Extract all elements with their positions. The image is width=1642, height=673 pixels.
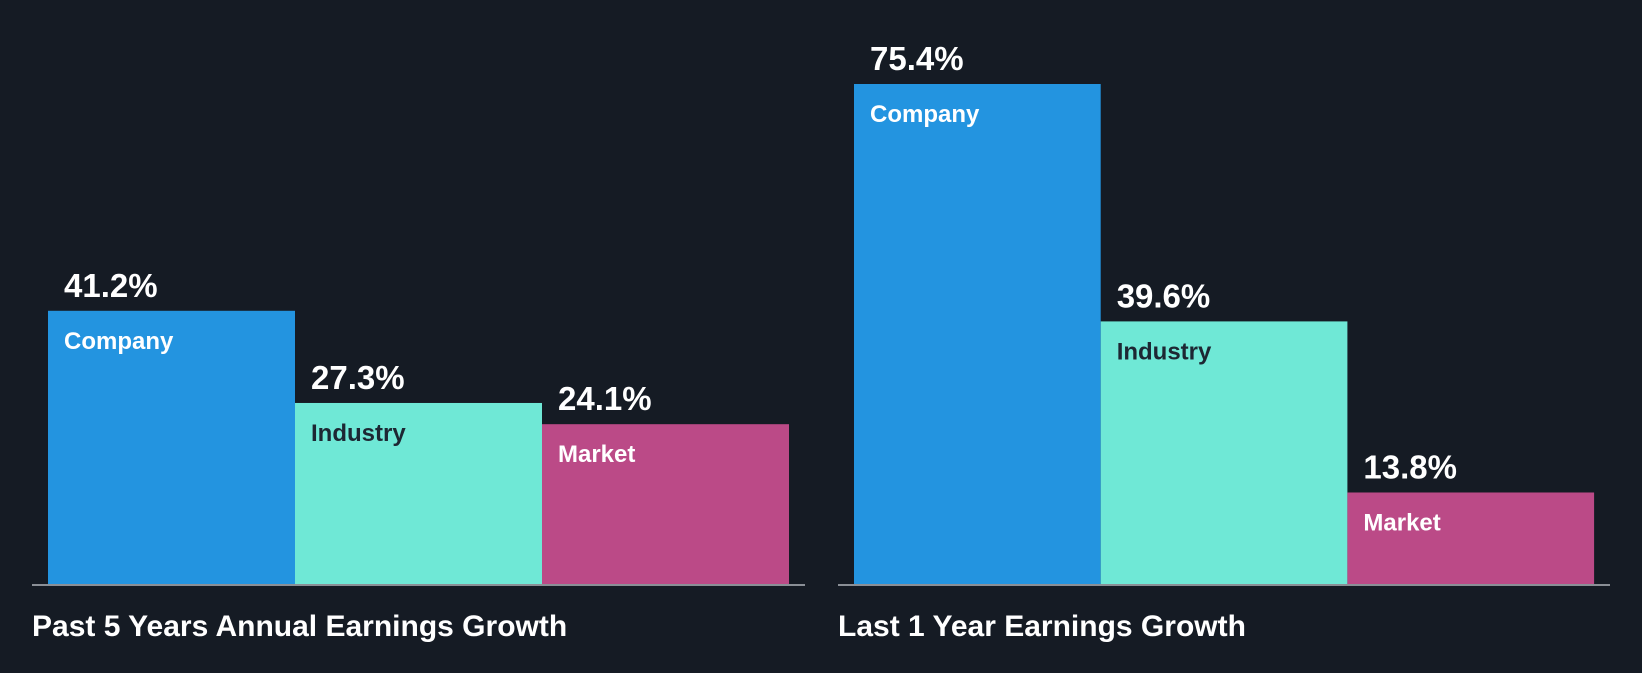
category-label-market: Market: [558, 441, 635, 468]
category-label-market: Market: [1363, 509, 1440, 536]
chart-title: Last 1 Year Earnings Growth: [838, 610, 1246, 643]
category-label-company: Company: [870, 101, 980, 128]
value-label-market: 13.8%: [1363, 448, 1457, 485]
bar-market: [1347, 492, 1595, 584]
category-label-industry: Industry: [311, 420, 406, 447]
value-label-industry: 27.3%: [311, 359, 405, 396]
bar-company: [48, 310, 295, 584]
chart-panel-2: 75.4% Company 39.6% Industry 13.8% Market Last…: [838, 40, 1610, 643]
bar-company: [854, 84, 1101, 584]
value-label-industry: 39.6%: [1117, 277, 1211, 314]
bar-market: [542, 424, 789, 584]
value-label-company: 41.2%: [64, 267, 158, 304]
bar-industry: [1100, 321, 1348, 584]
category-label-company: Company: [64, 328, 174, 355]
chart-title: Past 5 Years Annual Earnings Growth: [32, 610, 567, 643]
bar-industry: [295, 402, 542, 584]
value-label-market: 24.1%: [558, 380, 652, 417]
value-label-company: 75.4%: [870, 40, 964, 77]
chart-panel-1: 41.2% Company 27.3% Industry 24.1% Market Past…: [32, 267, 805, 643]
category-label-industry: Industry: [1117, 338, 1212, 365]
